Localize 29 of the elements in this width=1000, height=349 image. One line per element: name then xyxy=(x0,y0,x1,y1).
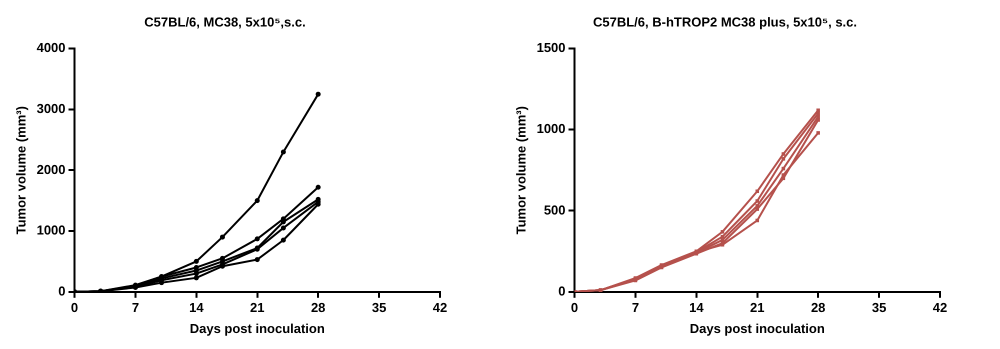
x-tick-label: 21 xyxy=(250,300,264,316)
x-tick-label: 35 xyxy=(872,300,886,316)
y-tick-label: 0 xyxy=(558,283,566,298)
x-tick-label: 28 xyxy=(810,300,826,316)
y-axis-title: Tumor volume (mm³) xyxy=(513,106,528,234)
chart-title: C57BL/6, MC38, 5x10⁵,s.c. xyxy=(144,14,306,30)
x-axis-title: Days post inoculation xyxy=(690,320,825,336)
y-axis-title: Tumor volume (mm³) xyxy=(13,106,28,234)
x-axis-title: Days post inoculation xyxy=(190,320,325,336)
y-tick-label: 1000 xyxy=(36,222,66,238)
x-tick-label: 42 xyxy=(432,300,448,316)
x-tick-label: 7 xyxy=(632,300,640,316)
x-tick-label: 0 xyxy=(70,300,78,316)
chart-title: C57BL/6, B-hTROP2 MC38 plus, 5x10⁵, s.c. xyxy=(592,14,858,30)
x-tick-label: 28 xyxy=(310,300,326,316)
y-tick-label: 2000 xyxy=(36,162,66,177)
x-tick-label: 0 xyxy=(570,300,578,316)
x-tick-label: 14 xyxy=(689,300,704,316)
x-tick-label: 42 xyxy=(932,300,948,316)
y-tick-label: 500 xyxy=(544,202,566,218)
x-tick-label: 7 xyxy=(132,300,140,316)
x-tick-label: 35 xyxy=(372,300,386,316)
x-tick-label: 14 xyxy=(189,300,204,316)
y-tick-label: 0 xyxy=(58,283,66,298)
y-tick-label: 1500 xyxy=(536,40,566,56)
y-tick-label: 4000 xyxy=(36,40,66,56)
x-tick-label: 21 xyxy=(750,300,764,316)
y-tick-label: 3000 xyxy=(36,100,66,116)
y-tick-label: 1000 xyxy=(536,121,566,136)
